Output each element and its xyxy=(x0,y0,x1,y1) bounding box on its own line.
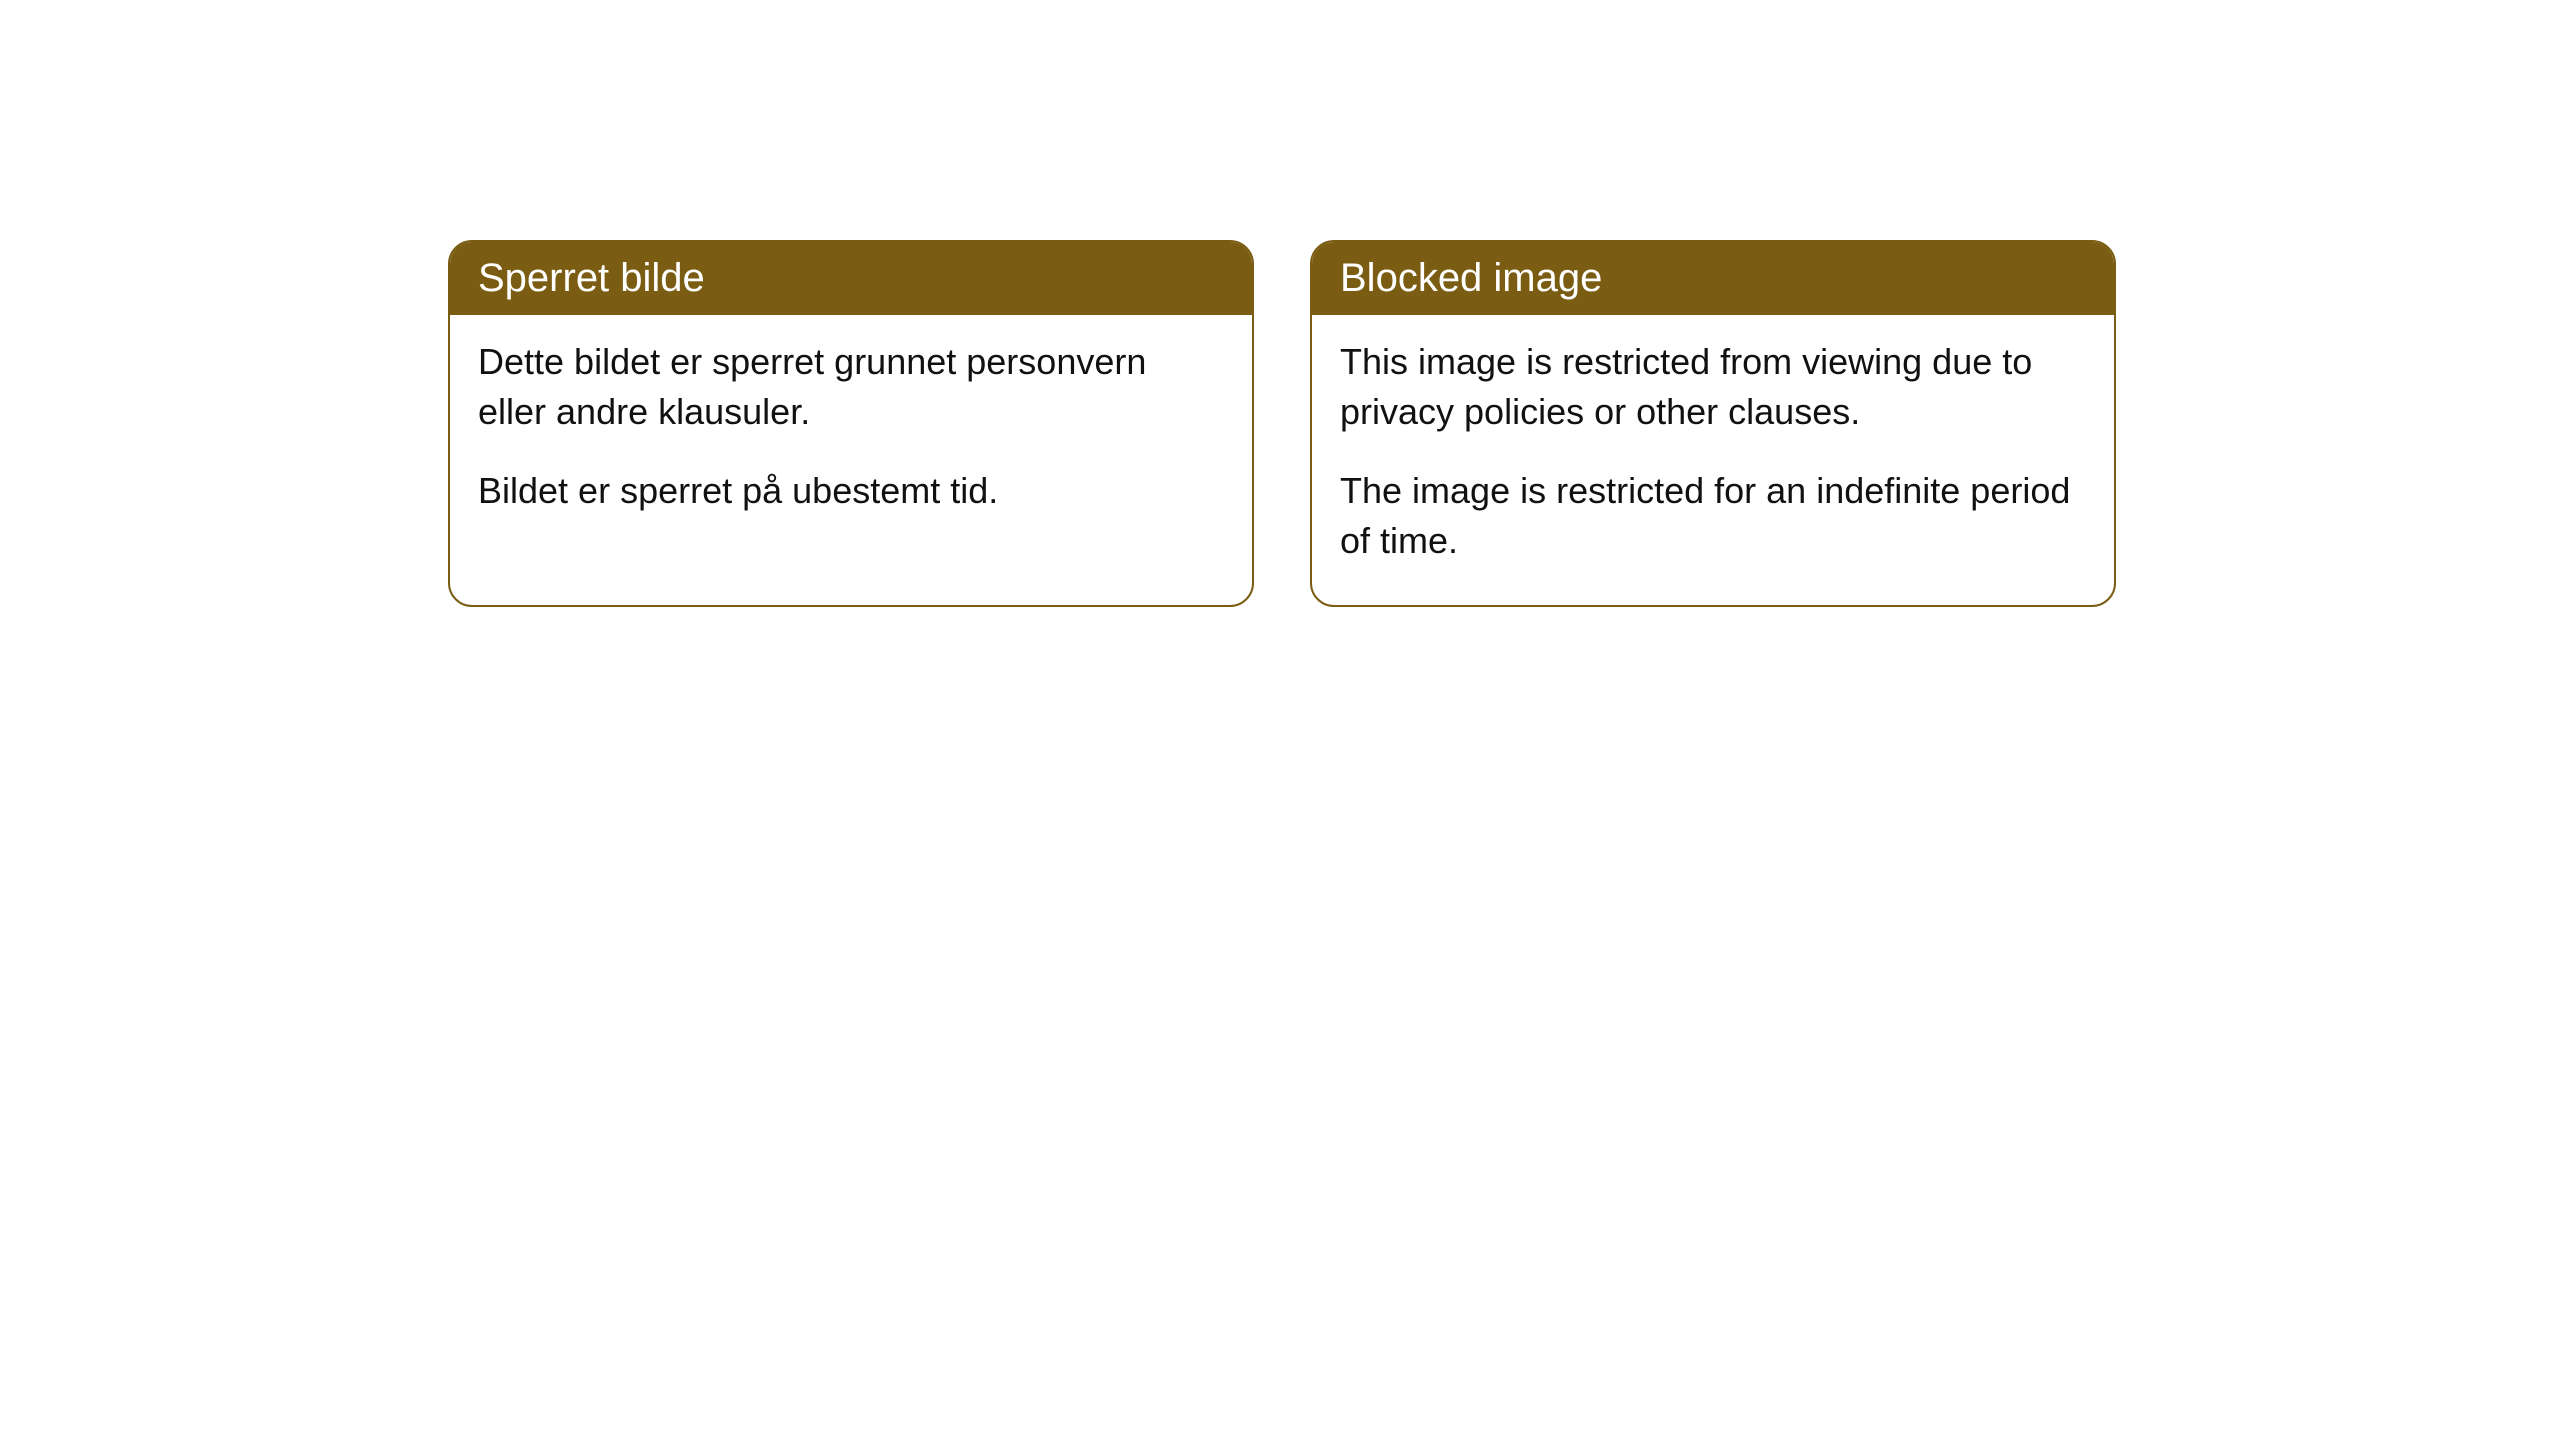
card-title: Sperret bilde xyxy=(478,256,705,300)
card-body: Dette bildet er sperret grunnet personve… xyxy=(450,315,1252,554)
card-header: Sperret bilde xyxy=(450,242,1252,315)
card-title: Blocked image xyxy=(1340,256,1602,300)
blocked-image-card-english: Blocked image This image is restricted f… xyxy=(1310,240,2116,607)
card-body: This image is restricted from viewing du… xyxy=(1312,315,2114,605)
card-text-1: This image is restricted from viewing du… xyxy=(1340,337,2086,438)
card-text-1: Dette bildet er sperret grunnet personve… xyxy=(478,337,1224,438)
notice-cards-container: Sperret bilde Dette bildet er sperret gr… xyxy=(448,240,2116,607)
blocked-image-card-norwegian: Sperret bilde Dette bildet er sperret gr… xyxy=(448,240,1254,607)
card-text-2: Bildet er sperret på ubestemt tid. xyxy=(478,466,1224,516)
card-header: Blocked image xyxy=(1312,242,2114,315)
card-text-2: The image is restricted for an indefinit… xyxy=(1340,466,2086,567)
